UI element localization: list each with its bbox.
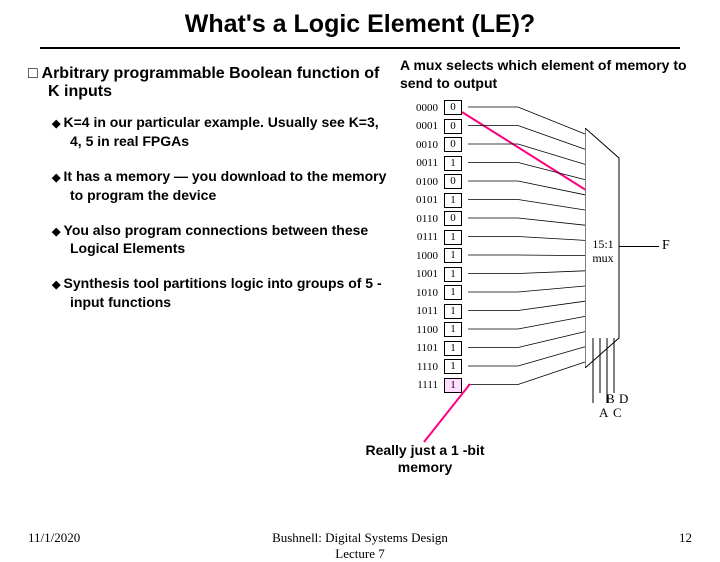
tt-value-box: 1	[444, 248, 462, 263]
truth-table-row: 1000 1	[406, 246, 462, 265]
truth-table-row: 0001 0	[406, 117, 462, 136]
tt-value-box: 1	[444, 193, 462, 208]
truth-table-row: 1100 1	[406, 320, 462, 339]
truth-table-row: 0010 0	[406, 135, 462, 154]
tt-value-box: 1	[444, 304, 462, 319]
tt-addr: 0000	[406, 102, 438, 114]
truth-table-row: 0111 1	[406, 228, 462, 247]
tt-addr: 1011	[406, 305, 438, 317]
mux-label: 15:1 mux	[586, 238, 620, 264]
output-wire	[619, 246, 659, 247]
sub-bullet-2: You also program connections between the…	[52, 221, 388, 259]
tt-value-box: 1	[444, 341, 462, 356]
sub-bullet-0: K=4 in our particular example. Usually s…	[52, 113, 388, 151]
tt-value-box: 0	[444, 211, 462, 226]
sel-label-c: C	[613, 405, 622, 421]
callout-top: A mux selects which element of memory to…	[400, 56, 710, 92]
footer-page: 12	[679, 530, 692, 546]
tt-addr: 1100	[406, 324, 438, 336]
truth-table-row: 1001 1	[406, 265, 462, 284]
sub-bullet-3: Synthesis tool partitions logic into gro…	[52, 274, 388, 312]
truth-table-row: 0101 1	[406, 191, 462, 210]
tt-addr: 0011	[406, 157, 438, 169]
tt-addr: 1101	[406, 342, 438, 354]
tt-addr: 1000	[406, 250, 438, 262]
truth-table-row: 1101 1	[406, 339, 462, 358]
tt-addr: 0010	[406, 139, 438, 151]
tt-value-box: 0	[444, 119, 462, 134]
tt-addr: 1001	[406, 268, 438, 280]
tt-value-box: 1	[444, 230, 462, 245]
truth-table-row: 1010 1	[406, 283, 462, 302]
main-bullet: Arbitrary programmable Boolean function …	[28, 65, 388, 101]
tt-addr: 0110	[406, 213, 438, 225]
callout-bottom: Really just a 1 -bit memory	[360, 442, 490, 476]
truth-table-row: 1011 1	[406, 302, 462, 321]
mux-label-top: 15:1	[592, 237, 613, 251]
tt-addr: 1110	[406, 361, 438, 373]
truth-table: 0000000010001000011101000010110110001111…	[406, 98, 462, 394]
wire-bundle	[468, 98, 588, 398]
mux-label-bot: mux	[592, 251, 613, 265]
footer-center: Bushnell: Digital Systems Design Lecture…	[0, 530, 720, 562]
sub-bullet-1: It has a memory — you download to the me…	[52, 167, 388, 205]
footer-line2: Lecture 7	[335, 546, 384, 561]
tt-value-box: 0	[444, 174, 462, 189]
truth-table-row: 0011 1	[406, 154, 462, 173]
tt-addr: 0111	[406, 231, 438, 243]
truth-table-row: 0100 0	[406, 172, 462, 191]
tt-value-box: 1	[444, 285, 462, 300]
tt-addr: 0101	[406, 194, 438, 206]
tt-addr: 1010	[406, 287, 438, 299]
tt-value-box: 1	[444, 267, 462, 282]
slide-title: What's a Logic Element (LE)?	[0, 0, 720, 39]
mux-diagram: 0000000010001000011101000010110110001111…	[380, 98, 710, 418]
tt-value-box: 0	[444, 100, 462, 115]
tt-addr: 0100	[406, 176, 438, 188]
tt-addr: 0001	[406, 120, 438, 132]
slide: What's a Logic Element (LE)? Arbitrary p…	[0, 0, 720, 540]
sel-label-a: A	[599, 405, 608, 421]
truth-table-row: 0110 0	[406, 209, 462, 228]
truth-table-row: 1110 1	[406, 357, 462, 376]
tt-value-box: 1	[444, 359, 462, 374]
content-area: Arbitrary programmable Boolean function …	[0, 49, 720, 328]
output-label: F	[662, 238, 670, 254]
truth-table-row: 00000	[406, 98, 462, 117]
right-column: A mux selects which element of memory to…	[400, 56, 710, 418]
callout-bottom-line	[418, 380, 478, 450]
tt-value-box: 1	[444, 322, 462, 337]
left-column: Arbitrary programmable Boolean function …	[28, 65, 388, 328]
tt-value-box: 0	[444, 137, 462, 152]
tt-value-box: 1	[444, 156, 462, 171]
footer-line1: Bushnell: Digital Systems Design	[272, 530, 448, 545]
